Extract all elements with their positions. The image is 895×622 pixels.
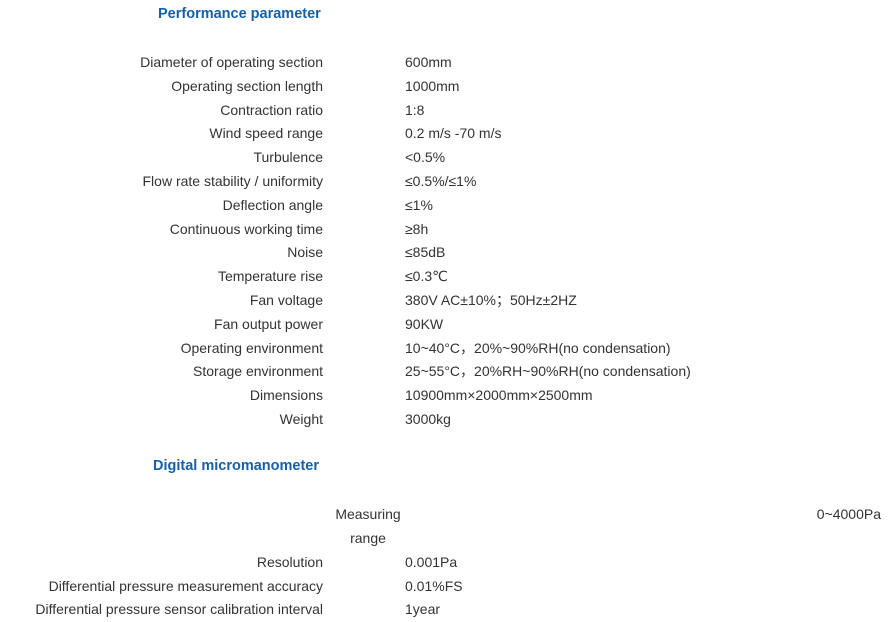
measuring-range-value: 0~4000Pa — [816, 506, 881, 522]
row-label: Fan voltage — [249, 292, 323, 308]
table-row: Flow rate stability / uniformity ≤0.5%/≤1… — [0, 169, 895, 193]
measuring-range-label-line1: Measuring — [335, 506, 401, 522]
table-row: Weight 3000kg — [0, 407, 895, 431]
table-row: Resolution 0.001Pa — [0, 550, 895, 574]
row-label: Noise — [287, 244, 323, 261]
row-value: ≤85dB — [405, 244, 446, 261]
row-label: Weight — [279, 411, 323, 427]
row-label: Flow rate stability / uniformity — [142, 173, 324, 189]
table-row: Fan voltage 380V AC±10%；50Hz±2HZ — [0, 288, 895, 312]
row-value: 600mm — [405, 54, 452, 70]
row-label: Dimensions — [249, 387, 323, 404]
row-label: Contraction ratio — [220, 101, 323, 118]
table-row: Diameter of operating section 600mm — [0, 50, 895, 74]
table-row: Differential pressure sensor calibration… — [0, 597, 895, 621]
row-value: 380V AC±10%；50Hz±2HZ — [405, 292, 577, 308]
table-row: Differential pressure measurement accura… — [0, 574, 895, 598]
measuring-range-label: Measuring range — [330, 502, 406, 550]
row-label: Differential pressure measurement accura… — [48, 577, 323, 594]
row-label: Fan output power — [214, 315, 323, 332]
table-row: Contraction ratio 1:8 — [0, 98, 895, 122]
row-value: ≥8h — [405, 220, 429, 237]
row-value: ≤0.3℃ — [405, 268, 448, 285]
row-label: Differential pressure sensor calibration… — [35, 601, 323, 618]
table-row: Wind speed range 0.2 m/s -70 m/s — [0, 121, 895, 145]
row-value: 1:8 — [405, 101, 425, 118]
row-value: 0.2 m/s -70 m/s — [405, 125, 502, 142]
row-label: Continuous working time — [169, 220, 323, 237]
table-row: Noise ≤85dB — [0, 240, 895, 264]
table-row: Dimensions 10900mm×2000mm×2500mm — [0, 383, 895, 407]
row-label: Turbulence — [253, 149, 323, 166]
row-label: Operating section length — [171, 77, 323, 94]
row-value: ≤1% — [405, 196, 433, 213]
row-label: Deflection angle — [222, 196, 323, 213]
row-value: 10900mm×2000mm×2500mm — [405, 387, 593, 404]
row-value: 1000mm — [405, 77, 460, 94]
row-label: Temperature rise — [217, 268, 323, 285]
row-value: 0.01%FS — [405, 577, 463, 594]
row-value: ≤0.5%/≤1% — [405, 173, 477, 189]
row-label: Diameter of operating section — [140, 54, 323, 70]
table-row: Temperature rise ≤0.3℃ — [0, 264, 895, 288]
row-value: 3000kg — [405, 411, 451, 427]
row-label: Storage environment — [193, 363, 323, 380]
row-value: 1year — [405, 601, 441, 618]
row-value: <0.5% — [405, 149, 446, 166]
table-row: Operating environment 10~40°C，20%~90%RH(n… — [0, 336, 895, 360]
row-label: Wind speed range — [209, 125, 323, 142]
row-value: 0.001Pa — [405, 554, 458, 570]
measuring-range-label-line2: range — [350, 530, 386, 546]
digital-micromanometer-heading: Digital micromanometer — [153, 458, 319, 474]
table-row: Turbulence <0.5% — [0, 145, 895, 169]
table-row: Storage environment 25~55°C，20%RH~90%RH(n… — [0, 359, 895, 383]
row-label: Operating environment — [180, 339, 323, 356]
row-label: Resolution — [256, 554, 323, 570]
row-value: 10~40°C，20%~90%RH(no condensation) — [405, 339, 671, 356]
table-row: Operating section length 1000mm — [0, 74, 895, 98]
row-value: 90KW — [405, 315, 444, 332]
table-row: Deflection angle ≤1% — [0, 193, 895, 217]
table-row: Fan output power 90KW — [0, 312, 895, 336]
row-value: 25~55°C，20%RH~90%RH(no condensation) — [405, 363, 691, 380]
performance-parameter-heading: Performance parameter — [158, 6, 321, 22]
table-row: Continuous working time ≥8h — [0, 217, 895, 241]
